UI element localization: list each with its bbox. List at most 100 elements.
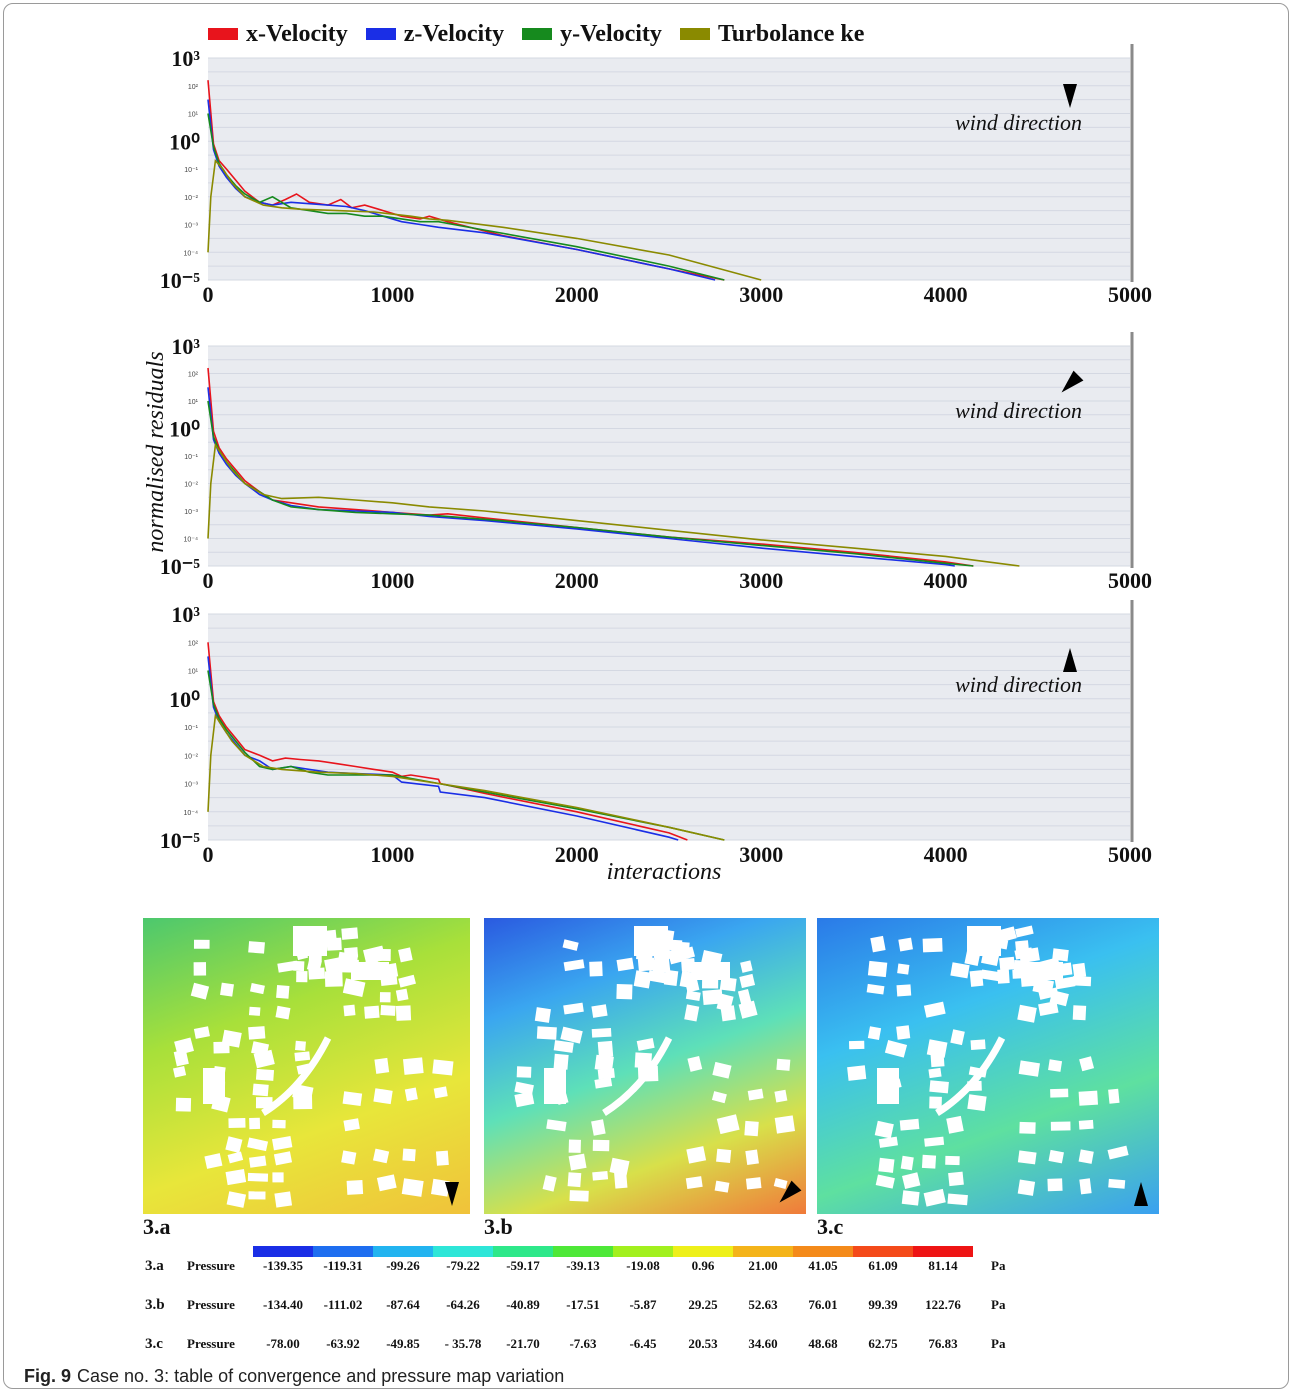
building [945, 1155, 960, 1166]
building [276, 985, 290, 999]
scale-swatch [853, 1246, 913, 1257]
x-tick-label: 3000 [739, 282, 783, 307]
pressure-map-3c [817, 918, 1159, 1214]
building [867, 1026, 882, 1041]
series-line-y-velocity [207, 670, 725, 841]
y-tick-minor: 10⁻⁴ [184, 250, 199, 257]
building [1025, 962, 1063, 980]
building [174, 1037, 194, 1056]
pressure-map-3b [484, 918, 806, 1214]
building [255, 1068, 275, 1081]
x-tick-label: 1000 [370, 282, 414, 307]
building [213, 1041, 230, 1054]
row-quantity-label: Pressure [187, 1336, 235, 1351]
caption-text: Case no. 3: table of convergence and pre… [77, 1366, 565, 1386]
chart-legend: x-Velocity z-Velocity y-Velocity Turbolance… [208, 20, 864, 48]
y-axis-label: normalised residuals [143, 351, 169, 552]
scale-swatch [373, 1246, 433, 1257]
pressure-value: 20.53 [688, 1336, 718, 1351]
building [714, 1180, 730, 1193]
y-tick-minor: 10⁻¹ [184, 454, 198, 461]
building [308, 967, 326, 980]
building [1108, 1178, 1126, 1189]
building [1019, 1121, 1036, 1134]
building [980, 969, 1000, 982]
y-tick-major: 10⁻⁵ [160, 554, 201, 579]
pressure-value: 29.25 [688, 1297, 718, 1312]
series-line-turbolance-ke [207, 713, 725, 841]
building [922, 938, 943, 953]
y-tick-major: 10⁰ [169, 417, 200, 442]
building [684, 1004, 700, 1022]
pressure-unit: Pa [991, 1297, 1006, 1312]
building [373, 1088, 393, 1105]
building [692, 962, 730, 980]
y-tick-minor: 10¹ [188, 112, 199, 119]
building [901, 1172, 921, 1190]
building [225, 1136, 243, 1153]
building [712, 1061, 732, 1079]
pressure-value: -49.85 [386, 1336, 420, 1351]
building [398, 974, 416, 988]
building [687, 1055, 703, 1072]
chart-panel-1: 10³ 10⁰ 10⁻⁵ 10² 10¹ 10⁻¹ 10⁻² 10⁻³ 10⁻⁴ 0 1000 200… [160, 44, 1152, 307]
y-tick-minor: 10⁻² [184, 753, 198, 760]
pressure-unit: Pa [991, 1336, 1006, 1351]
wind-direction-arrow-icon [1134, 1182, 1148, 1206]
building [248, 1191, 266, 1200]
pressure-value: 34.60 [748, 1336, 778, 1351]
pressure-value: -99.26 [386, 1258, 420, 1273]
scale-swatch [793, 1246, 853, 1257]
building [247, 1137, 269, 1152]
building [616, 957, 634, 972]
building [719, 977, 737, 992]
pressure-value: -119.31 [323, 1258, 363, 1273]
building [272, 1119, 286, 1129]
building [614, 1171, 628, 1189]
building [277, 960, 299, 973]
pressure-value: 76.01 [808, 1297, 838, 1312]
building-layout [173, 926, 459, 1208]
pressure-value: -21.70 [506, 1336, 540, 1351]
building [553, 1053, 569, 1070]
building [897, 963, 910, 975]
building [747, 1088, 764, 1101]
building [249, 1155, 267, 1168]
building [636, 1037, 655, 1051]
x-tick-label: 2000 [555, 842, 599, 867]
building [342, 978, 366, 998]
legend-label: Turbolance ke [717, 20, 865, 47]
building [637, 957, 656, 972]
pressure-value: -40.89 [506, 1297, 540, 1312]
building [1017, 1179, 1036, 1196]
row-case-label: 3.c [145, 1336, 163, 1352]
building [901, 1190, 920, 1206]
building [1015, 925, 1034, 938]
series-line-x-velocity [207, 80, 725, 281]
pressure-value: 41.05 [808, 1258, 838, 1273]
building [589, 961, 603, 977]
building [404, 1087, 418, 1102]
y-tick-minor: 10² [188, 372, 199, 379]
x-tick-label: 5000 [1108, 282, 1152, 307]
building [774, 1115, 796, 1134]
y-tick-minor: 10² [188, 84, 199, 91]
building [774, 1089, 788, 1103]
wind-direction-label: wind direction [955, 110, 1082, 135]
building [928, 1067, 942, 1079]
building [1072, 976, 1092, 987]
y-tick-minor: 10² [188, 640, 199, 647]
building [324, 970, 343, 987]
pressure-color-scale [253, 1246, 973, 1257]
building [326, 937, 342, 951]
building [542, 1175, 557, 1192]
building [1072, 1005, 1087, 1021]
building [252, 1083, 269, 1097]
wind-direction-arrow-icon [1061, 370, 1084, 393]
legend-item-0: x-Velocity [208, 21, 348, 48]
pressure-value: 48.68 [808, 1336, 838, 1351]
legend-label: x-Velocity [246, 20, 348, 47]
x-tick-label: 1000 [370, 842, 414, 867]
building [567, 1172, 582, 1188]
pressure-value: -5.87 [629, 1297, 657, 1312]
